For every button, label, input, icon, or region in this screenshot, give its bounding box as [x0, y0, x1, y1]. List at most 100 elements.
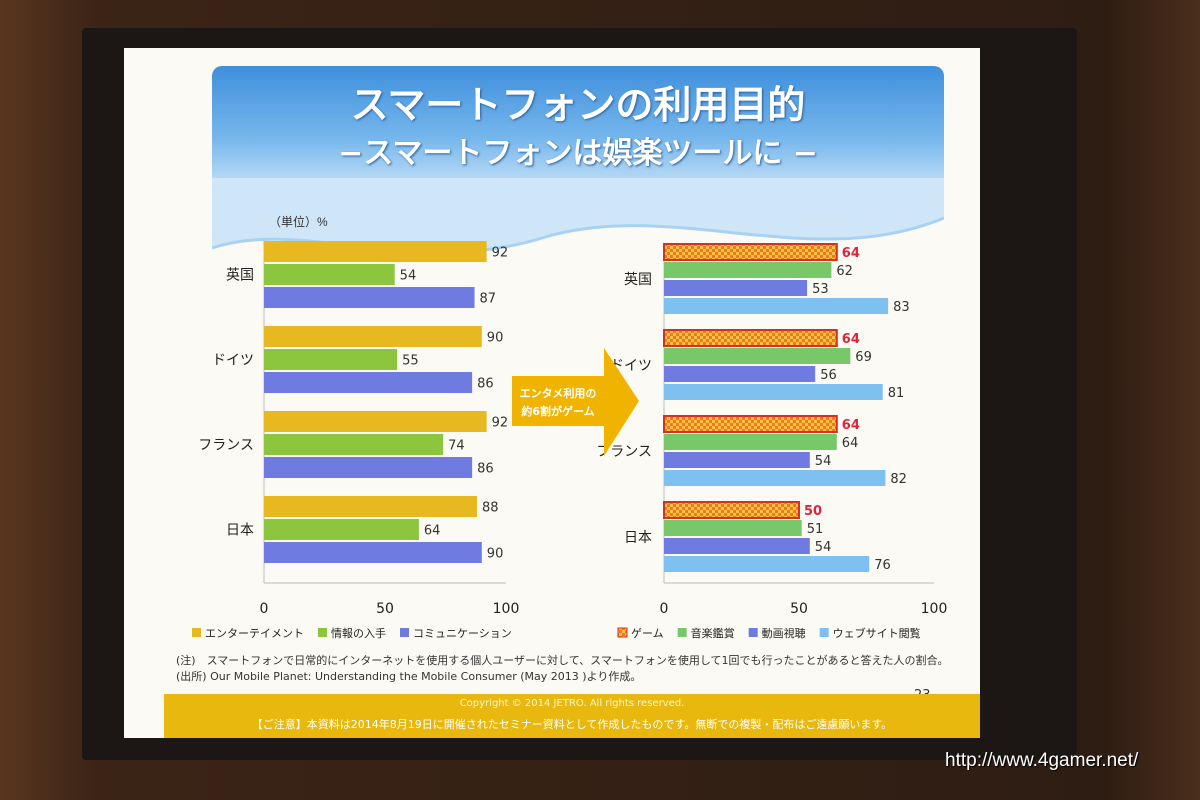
arrow-text-1: エンタメ利用の: [520, 386, 597, 400]
legend-swatch: [318, 628, 327, 637]
legend-swatch: [819, 628, 829, 637]
bar: [264, 457, 473, 478]
caution-text: 【ご注意】本資料は2014年8月19日に開催されたセミナー資料として作成したもの…: [251, 718, 893, 731]
copyright-text: Copyright © 2014 JETRO. All rights reser…: [459, 698, 685, 709]
arrow-callout: エンタメ利用の 約6割がゲーム: [512, 348, 639, 456]
bar: [664, 366, 816, 382]
data-label: 74: [448, 439, 465, 454]
left-chart: 英国 92 54 87 ドイツ 90 55 86 フランス 92 74 86 日本 88 64 90 0 50 10…: [192, 240, 519, 640]
data-label: 53: [812, 282, 829, 297]
data-label: 64: [842, 332, 860, 347]
slide-title: スマートフォンの利用目的: [350, 83, 806, 127]
charts-layer: （単位）% 英国 92 54 87 ドイツ 90 55 86 フランス 92 74 86 日本 88 64 9…: [192, 214, 947, 640]
bar: [664, 348, 851, 364]
legend-label: 情報の入手: [331, 626, 386, 640]
data-label: 54: [815, 454, 832, 469]
data-label: 50: [804, 504, 822, 519]
arrow-text-2: 約6割がゲーム: [521, 404, 594, 418]
bar: [664, 434, 837, 450]
data-label: 64: [842, 418, 860, 433]
note-text: (注) スマートフォンで日常的にインターネットを使用する個人ユーザーに対して、ス…: [176, 654, 949, 667]
category-label: フランス: [596, 444, 652, 460]
watermark: http://www.4gamer.net/: [945, 750, 1139, 771]
slide-subtitle: −スマートフォンは娯楽ツールに −: [338, 136, 818, 171]
bar: [264, 349, 398, 370]
data-label: 86: [477, 377, 494, 392]
x-tick-label: 100: [921, 601, 948, 617]
data-label: 54: [400, 269, 417, 284]
data-label: 64: [424, 524, 441, 539]
data-label: 55: [402, 354, 419, 369]
category-label: 英国: [226, 267, 254, 284]
footer-bar: Copyright © 2014 JETRO. All rights reser…: [164, 694, 980, 738]
data-label: 62: [836, 264, 853, 279]
legend-label: コミュニケーション: [413, 627, 512, 640]
legend-swatch: [617, 627, 628, 638]
legend-swatch: [192, 628, 201, 637]
data-label: 82: [890, 472, 907, 487]
data-label: 87: [480, 292, 497, 307]
data-label: 64: [842, 436, 859, 451]
data-label: 90: [487, 331, 504, 346]
x-tick-label: 0: [260, 601, 269, 617]
bar: [264, 287, 475, 308]
bar: [264, 372, 473, 393]
data-label: 64: [842, 246, 860, 261]
category-label: ドイツ: [212, 353, 254, 369]
data-label: 69: [855, 350, 872, 365]
data-label: 81: [888, 386, 905, 401]
bar: [664, 298, 889, 314]
legend-label: エンターテイメント: [205, 627, 304, 640]
x-tick-label: 0: [660, 601, 669, 617]
bar: [663, 415, 838, 433]
data-label: 86: [477, 462, 494, 477]
category-label: 日本: [624, 530, 652, 546]
category-label: 英国: [624, 271, 652, 288]
bar: [264, 519, 419, 540]
legend-swatch: [677, 628, 687, 637]
data-label: 76: [874, 558, 891, 573]
bar: [264, 542, 482, 563]
bar: [663, 243, 838, 261]
bar: [663, 501, 800, 519]
legend-label: ゲーム: [631, 627, 664, 640]
bar: [264, 434, 444, 455]
data-label: 88: [482, 501, 499, 516]
category-label: 日本: [226, 523, 254, 539]
category-label: ドイツ: [610, 358, 652, 374]
bar: [264, 264, 395, 285]
bar: [664, 262, 832, 278]
data-label: 56: [820, 368, 837, 383]
bar: [264, 326, 482, 347]
x-tick-label: 50: [790, 601, 808, 617]
bar: [664, 280, 808, 296]
bar: [663, 329, 838, 347]
data-label: 90: [487, 547, 504, 562]
right-chart: 英国 64 62 53 83 ドイツ 64 69 56 81 フランス 64 64 54 82 日本 50 51 5…: [596, 243, 947, 640]
x-tick-label: 50: [376, 601, 394, 617]
data-label: 51: [807, 522, 824, 537]
bar: [664, 470, 886, 486]
bar: [264, 241, 487, 262]
legend-label: 動画視聴: [762, 626, 806, 640]
bar: [264, 411, 487, 432]
bar: [664, 520, 802, 536]
data-label: 83: [893, 300, 910, 315]
unit-label: （単位）%: [269, 214, 328, 229]
bar: [664, 538, 810, 554]
bar: [664, 556, 870, 572]
source-text: (出所) Our Mobile Planet: Understanding th…: [176, 670, 642, 683]
data-label: 54: [815, 540, 832, 555]
x-tick-label: 100: [493, 601, 520, 617]
legend-swatch: [748, 628, 758, 637]
bar: [264, 496, 477, 517]
bar: [664, 452, 810, 468]
data-label: 92: [492, 416, 509, 431]
data-label: 92: [492, 246, 509, 261]
category-label: フランス: [198, 438, 254, 454]
legend-swatch: [400, 628, 409, 637]
legend-label: 音楽鑑賞: [691, 626, 735, 640]
legend-label: ウェブサイト閲覧: [833, 626, 921, 640]
title-banner: [212, 66, 944, 196]
bar: [664, 384, 883, 400]
